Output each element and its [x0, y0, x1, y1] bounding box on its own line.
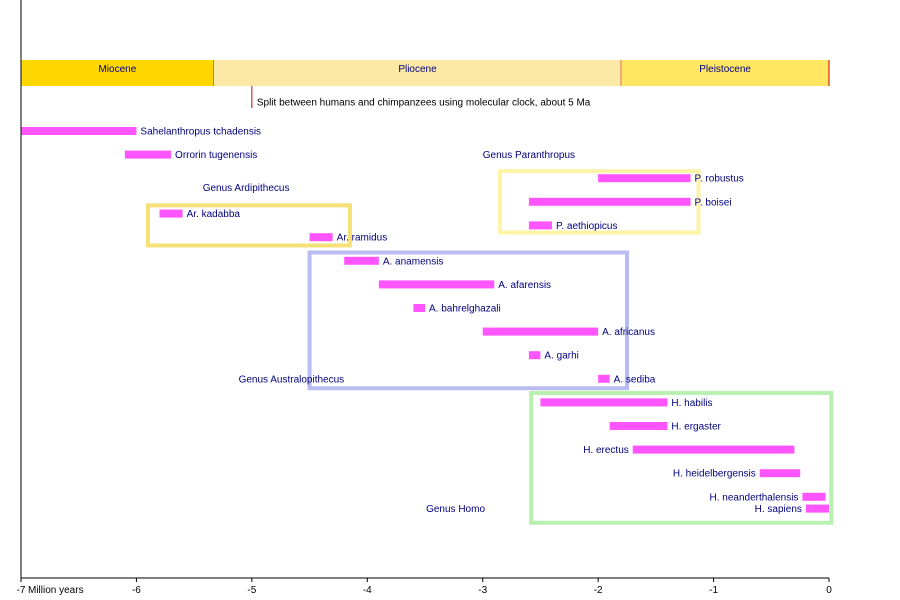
bar-h-neanderthalensis [802, 492, 826, 501]
molecular-clock-annotation: Split between humans and chimpanzees usi… [251, 86, 591, 109]
bar-ar-kadabba [159, 209, 183, 218]
bar-a-africanus [482, 327, 599, 336]
bar-h-habilis [540, 398, 668, 407]
label-a-africanus: A. africanus [602, 327, 655, 338]
bar-h-heidelbergensis [759, 469, 801, 478]
group-box-genus-homo [529, 390, 834, 525]
bar-a-sediba [598, 374, 610, 383]
label-h-sapiens: H. sapiens [755, 504, 802, 515]
x-tick-label-2: -5 [247, 585, 256, 596]
label-h-habilis: H. habilis [671, 398, 712, 409]
x-tick-label-0: -7 [17, 585, 26, 596]
label-ar-kadabba: Ar. kadabba [187, 209, 241, 220]
label-p-boisei: P. boisei [694, 197, 731, 208]
label-h-neanderthalensis: H. neanderthalensis [709, 492, 798, 503]
group-box-genus-paranthropus [498, 169, 701, 235]
x-axis-unit-label: Million years [28, 585, 84, 596]
x-tick-label-7: 0 [826, 585, 832, 596]
label-a-sediba: A. sediba [614, 374, 656, 385]
x-tick-label-1: -6 [132, 585, 141, 596]
label-orrorin-tugenensis: Orrorin tugenensis [175, 150, 257, 161]
bar-orrorin-tugenensis [124, 150, 172, 159]
epoch-miocene [21, 60, 214, 86]
group-label-genus-australopithecus: Genus Australopithecus [239, 374, 345, 385]
bar-h-sapiens [805, 504, 829, 513]
label-p-aethiopicus: P. aethiopicus [556, 221, 618, 232]
bar-sahelanthropus-tchadensis [21, 127, 137, 135]
bar-a-garhi [528, 351, 541, 360]
axes: -7 -6 -5 -4 -3 -2 -1 0 Million years [17, 0, 832, 596]
epoch-label-miocene: Miocene [98, 64, 136, 75]
group-label-genus-homo: Genus Homo [426, 504, 485, 515]
epoch-pleistocene [621, 60, 829, 86]
label-sahelanthropus-tchadensis: Sahelanthropus tchadensis [140, 127, 261, 138]
x-tick-label-5: -2 [594, 585, 603, 596]
label-h-heidelbergensis: H. heidelbergensis [673, 469, 756, 480]
label-a-bahrelghazali: A. bahrelghazali [429, 304, 501, 315]
epoch-label-pleistocene: Pleistocene [699, 64, 751, 75]
group-box-genus-ardipithecus [145, 203, 352, 248]
annotation-text: Split between humans and chimpanzees usi… [257, 98, 591, 109]
group-label-genus-paranthropus: Genus Paranthropus [483, 150, 575, 161]
epoch-pliocene [213, 60, 622, 86]
bar-ar-ramidus [309, 233, 333, 242]
label-h-erectus: H. erectus [583, 445, 629, 456]
species-bars: Sahelanthropus tchadensis Orrorin tugenen… [21, 127, 829, 515]
bar-p-aethiopicus [528, 221, 552, 230]
label-ar-ramidus: Ar. ramidus [337, 233, 388, 244]
group-box-genus-australopithecus [307, 250, 629, 391]
x-tick-label-6: -1 [709, 585, 718, 596]
bar-a-bahrelghazali [413, 304, 425, 312]
group-label-genus-ardipithecus: Genus Ardipithecus [203, 183, 290, 194]
label-p-robustus: P. robustus [694, 174, 743, 185]
label-a-garhi: A. garhi [544, 351, 578, 362]
bar-a-afarensis [378, 280, 495, 289]
x-tick-label-3: -4 [363, 585, 372, 596]
epoch-label-pliocene: Pliocene [398, 64, 437, 75]
x-tick-label-4: -3 [478, 585, 487, 596]
bar-p-boisei [528, 197, 691, 206]
bar-h-ergaster [609, 422, 668, 430]
bar-p-robustus [598, 174, 691, 183]
bar-h-erectus [632, 445, 795, 454]
label-h-ergaster: H. ergaster [671, 422, 721, 433]
genus-groups: Genus Ardipithecus Genus Paranthropus Genu… [145, 150, 834, 525]
bar-a-anamensis [344, 256, 379, 265]
x-axis-ticks: -7 -6 -5 -4 -3 -2 -1 0 Million years [17, 578, 832, 596]
label-a-anamensis: A. anamensis [383, 256, 444, 267]
epoch-band: Miocene Pliocene Pleistocene [21, 60, 830, 86]
label-a-afarensis: A. afarensis [498, 280, 551, 291]
